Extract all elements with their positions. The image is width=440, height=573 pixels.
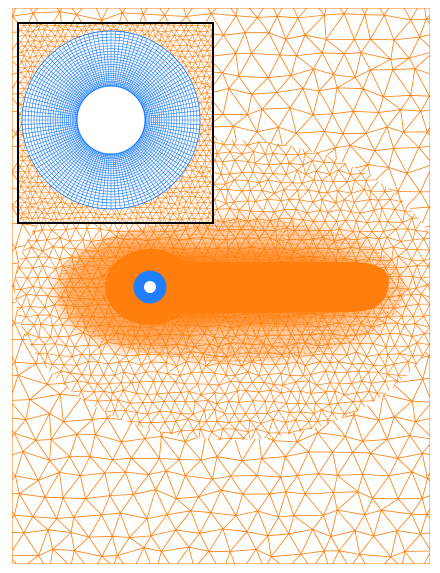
circumferential-grid-line <box>50 59 172 181</box>
circumferential-grid-line <box>55 64 167 176</box>
circumferential-grid-line <box>39 48 183 192</box>
cylinder-structured-mesh <box>133 270 167 304</box>
circumferential-grid-line <box>36 45 186 195</box>
circumferential-grid-line <box>68 77 154 163</box>
circumferential-grid-line <box>27 36 195 204</box>
circumferential-grid-line <box>57 66 165 174</box>
circumferential-grid-line <box>21 30 201 210</box>
circumferential-grid-line <box>66 75 156 165</box>
circumferential-grid-line <box>33 42 189 198</box>
circumferential-grid-line <box>44 53 178 187</box>
circumferential-grid-line <box>75 84 147 156</box>
circumferential-grid-line <box>30 39 192 201</box>
radial-grid-lines <box>22 31 200 209</box>
circumferential-grid-line <box>70 79 152 161</box>
cylinder-hole <box>76 85 146 155</box>
zoom-inset <box>17 22 214 224</box>
circumferential-grid-line <box>59 68 163 172</box>
circumferential-grid-line <box>42 51 180 189</box>
circumferential-grid-line <box>62 71 160 169</box>
inset-frame <box>17 22 214 224</box>
circumferential-grid-line <box>47 56 175 184</box>
circumferential-grid-line <box>71 80 151 160</box>
refined-wake-region <box>45 205 430 375</box>
circumferential-grid-line <box>73 82 149 158</box>
circumferential-grid-line <box>24 33 198 207</box>
circumferential-grid-line <box>52 61 170 179</box>
inset-structured-ring <box>21 30 201 210</box>
circumferential-grid-line <box>74 83 148 157</box>
circumferential-grid-line <box>64 73 158 167</box>
